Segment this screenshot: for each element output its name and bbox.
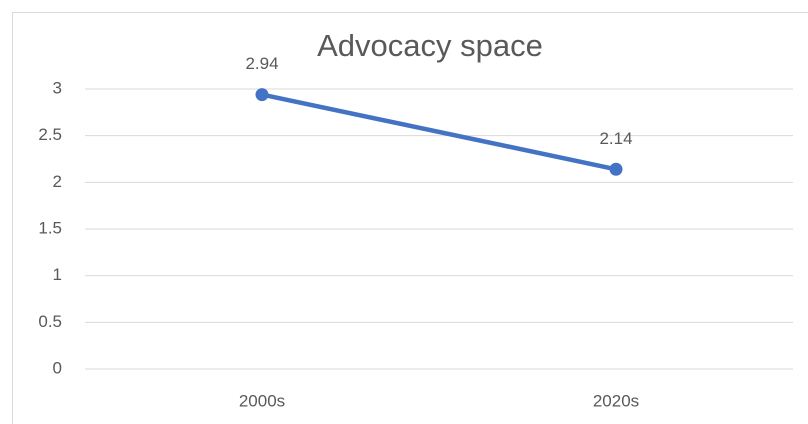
x-tick-label: 2000s: [239, 391, 285, 410]
chart-frame: [12, 12, 808, 424]
y-tick-label: 2: [53, 172, 62, 191]
data-label: 2.94: [245, 54, 278, 73]
point: [255, 88, 269, 102]
y-tick-label: 2.5: [38, 125, 62, 144]
data-label: 2.14: [599, 129, 632, 148]
y-tick-label: 3: [53, 78, 62, 97]
x-tick-label: 2020s: [593, 391, 639, 410]
y-tick-label: 0.5: [38, 312, 62, 331]
point: [609, 162, 623, 176]
y-tick-label: 1.5: [38, 218, 62, 237]
chart-title: Advocacy space: [317, 28, 543, 63]
y-tick-label: 1: [53, 265, 62, 284]
y-tick-label: 0: [53, 358, 62, 377]
line: [259, 92, 619, 172]
